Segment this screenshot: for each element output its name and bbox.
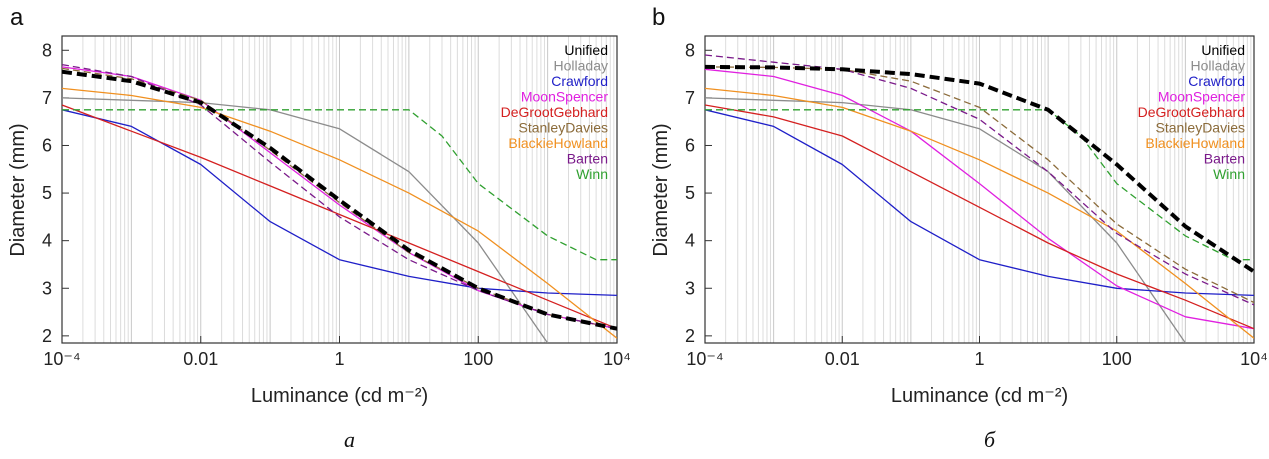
y-tick-label: 8	[42, 40, 52, 60]
x-tick-label: 0.01	[183, 349, 218, 369]
legend-entry-holladay: Holladay	[1191, 58, 1245, 74]
y-tick-label: 2	[42, 326, 52, 346]
panel-letter: b	[652, 4, 665, 31]
legend: UnifiedHolladayCrawfordMoonSpencerDeGroo…	[501, 42, 609, 182]
y-axis-title: Diameter (mm)	[7, 123, 29, 256]
series-line-unified	[705, 64, 1254, 274]
series-line-winn	[62, 109, 617, 261]
y-tick-label: 2	[685, 326, 695, 346]
panel-letter: a	[10, 4, 24, 31]
legend-entry-crawford: Crawford	[1188, 73, 1245, 89]
series-line-barten	[705, 54, 1254, 306]
legend-entry-barten: Barten	[567, 151, 608, 167]
panel-b: 10⁻⁴ 0.01 1 100 10⁴ 2 3 4 5 6 7 8 UnifiedHolladayCra…	[650, 4, 1268, 452]
y-tick-label: 7	[42, 88, 52, 108]
series-line-holladay	[62, 97, 549, 343]
y-tick-label: 5	[42, 183, 52, 203]
y-tick-label: 4	[42, 231, 52, 251]
grid-lines	[725, 36, 1252, 343]
x-tick-label: 1	[334, 349, 344, 369]
x-tick-label: 10⁴	[1240, 349, 1268, 369]
grid-lines	[82, 36, 615, 343]
legend-entry-degrootgebhard: DeGrootGebhard	[501, 104, 608, 120]
y-tick-label: 3	[685, 278, 695, 298]
y-tick-label: 6	[42, 135, 52, 155]
legend-entry-degrootgebhard: DeGrootGebhard	[1138, 104, 1245, 120]
panel-a: 10⁻⁴ 0.01 1 100 10⁴ 2 3 4 5 6 7 8 UnifiedHolladayCra…	[7, 4, 631, 452]
legend: UnifiedHolladayCrawfordMoonSpencerDeGroo…	[1138, 42, 1246, 182]
y-tick-label: 8	[685, 40, 695, 60]
x-axis-title: Luminance (cd m⁻²)	[251, 385, 428, 407]
legend-entry-winn: Winn	[1213, 166, 1245, 182]
series-lines	[705, 54, 1254, 343]
legend-entry-moonspencer: MoonSpencer	[521, 89, 609, 105]
legend-entry-unified: Unified	[564, 42, 608, 58]
legend-entry-crawford: Crawford	[551, 73, 608, 89]
series-line-crawford	[62, 109, 617, 297]
series-line-unified	[62, 69, 617, 331]
y-tick-label: 4	[685, 231, 695, 251]
y-axis-title: Diameter (mm)	[650, 123, 672, 256]
legend-entry-blackiehowland: BlackieHowland	[1145, 135, 1245, 151]
legend-entry-stanleydavies: StanleyDavies	[1156, 120, 1246, 136]
x-tick-label: 10⁻⁴	[686, 349, 723, 369]
legend-entry-holladay: Holladay	[554, 58, 608, 74]
x-tick-label: 100	[1102, 349, 1132, 369]
series-line-holladay	[705, 97, 1186, 343]
legend-entry-barten: Barten	[1204, 151, 1245, 167]
x-tick-label: 10⁻⁴	[43, 349, 80, 369]
y-tick-label: 5	[685, 183, 695, 203]
legend-entry-unified: Unified	[1201, 42, 1245, 58]
series-lines	[62, 63, 617, 343]
y-tick-label: 7	[685, 88, 695, 108]
legend-entry-winn: Winn	[576, 166, 608, 182]
x-tick-label: 1	[974, 349, 984, 369]
legend-entry-stanleydavies: StanleyDavies	[519, 120, 609, 136]
series-line-degrootgebhard	[705, 104, 1254, 330]
x-tick-label: 0.01	[825, 349, 860, 369]
y-tick-label: 3	[42, 278, 52, 298]
panel-caption: б	[984, 427, 996, 452]
x-axis-title: Luminance (cd m⁻²)	[891, 385, 1068, 407]
panel-caption: a	[344, 427, 355, 452]
legend-entry-moonspencer: MoonSpencer	[1158, 89, 1246, 105]
x-tick-label: 10⁴	[603, 349, 631, 369]
y-tick-label: 6	[685, 135, 695, 155]
x-tick-label: 100	[463, 349, 493, 369]
series-line-blackiehowland	[62, 87, 617, 339]
series-line-blackiehowland	[705, 87, 1254, 339]
series-line-moonspencer	[705, 68, 1254, 330]
series-line-degrootgebhard	[62, 104, 617, 330]
legend-entry-blackiehowland: BlackieHowland	[508, 135, 608, 151]
